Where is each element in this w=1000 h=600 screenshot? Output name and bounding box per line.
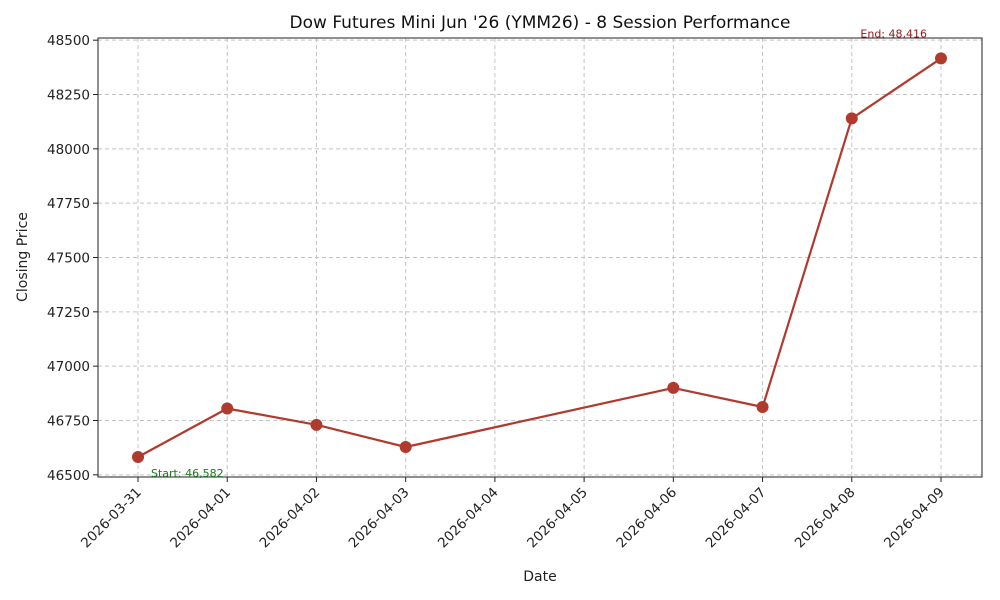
end-annotation: End: 48,416 — [860, 27, 927, 40]
x-tick-label: 2026-04-07 — [703, 485, 770, 552]
x-tick-label: 2026-03-31 — [78, 485, 145, 552]
data-point — [756, 401, 769, 414]
annotations: Start: 46,582 End: 48,416 — [151, 27, 927, 480]
x-tick-label: 2026-04-09 — [881, 485, 948, 552]
series-line — [137, 57, 942, 458]
series — [132, 52, 947, 464]
data-point — [667, 381, 680, 394]
x-tick-label: 2026-04-05 — [524, 485, 591, 552]
x-tick-label: 2026-04-01 — [167, 485, 234, 552]
y-tick-label: 48250 — [47, 88, 90, 104]
y-tick-label: 47250 — [47, 305, 90, 321]
x-tick-label: 2026-04-02 — [256, 485, 323, 552]
chart-title: Dow Futures Mini Jun '26 (YMM26) - 8 Ses… — [290, 13, 791, 33]
x-tick-label: 2026-04-03 — [346, 485, 413, 552]
data-point — [845, 112, 858, 125]
y-tick-label: 48500 — [47, 33, 90, 49]
y-tick-label: 47000 — [47, 359, 90, 375]
data-point — [399, 441, 412, 454]
y-tick-label: 48000 — [47, 142, 90, 158]
y-tick-label: 46500 — [47, 468, 90, 484]
y-tick-label: 46750 — [47, 413, 90, 429]
data-point — [935, 52, 947, 65]
x-tick-label: 2026-04-04 — [435, 485, 502, 552]
y-tick-label: 47500 — [47, 251, 90, 267]
grid — [98, 38, 982, 477]
x-tick-label: 2026-04-08 — [792, 485, 859, 552]
x-tick-label: 2026-04-06 — [613, 485, 680, 552]
y-axis-title: Closing Price — [15, 212, 31, 302]
x-axis-title: Date — [523, 569, 556, 585]
data-point — [132, 451, 144, 464]
data-point — [310, 418, 323, 431]
start-annotation: Start: 46,582 — [151, 467, 224, 480]
y-tick-label: 47750 — [47, 196, 90, 212]
data-point — [221, 402, 234, 415]
